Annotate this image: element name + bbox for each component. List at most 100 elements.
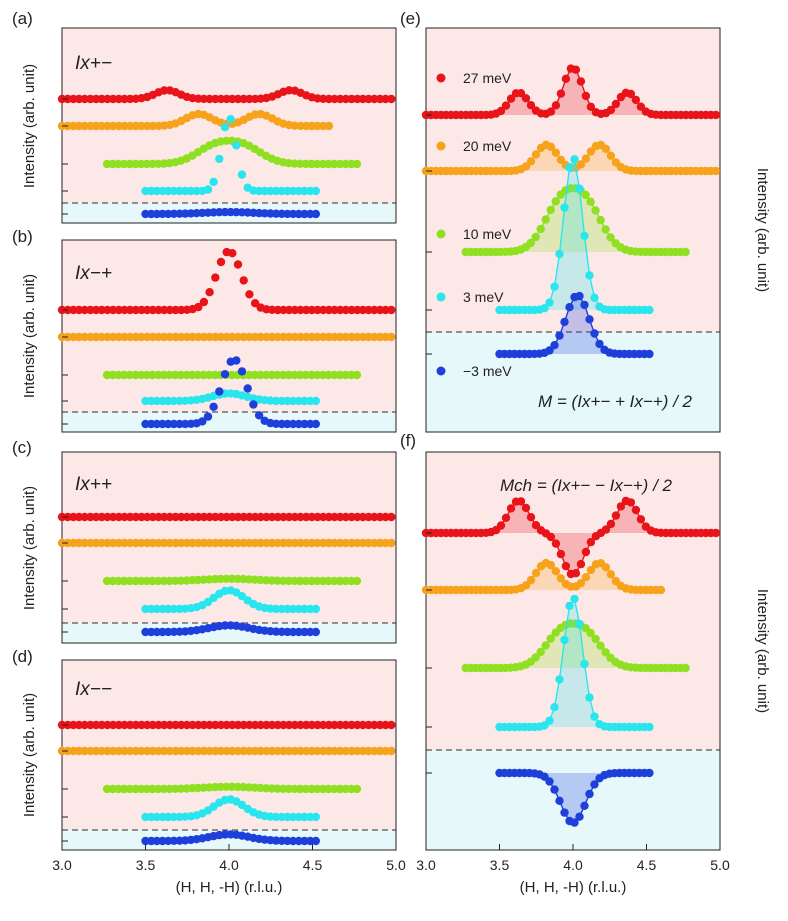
- point-e-10-14: [531, 232, 540, 242]
- point-b-27-26: [205, 288, 214, 297]
- point-b-neg3-14: [220, 370, 230, 379]
- point-e-neg3-11: [550, 341, 559, 350]
- point-f-20-27: [556, 574, 566, 583]
- point-e-3-11: [550, 282, 559, 291]
- x-axis-label-right: (H, H, -H) (r.l.u.): [520, 879, 627, 896]
- point-f-27-26: [551, 539, 561, 548]
- point-f-10-15: [536, 647, 545, 657]
- legend-label-27: 27 meV: [463, 70, 512, 86]
- area-fill-e-10: [465, 188, 686, 252]
- point-b-27-30: [228, 249, 237, 258]
- point-f-27-42: [631, 505, 641, 515]
- point-a-3-15: [226, 115, 235, 124]
- point-f-20-25: [546, 560, 556, 570]
- point-b-27-33: [245, 290, 254, 299]
- point-f-neg3-11: [550, 785, 559, 794]
- point-e-27-32: [581, 91, 591, 101]
- point-c-3-30: [311, 604, 320, 614]
- point-f-27-58: [711, 528, 721, 538]
- point-f-20-20: [521, 581, 531, 590]
- point-a-20-47: [324, 121, 334, 131]
- point-e-neg3-17: [580, 300, 589, 310]
- point-b-neg3-20: [254, 411, 264, 420]
- panel-b-ylabel: Intensity (arb. unit): [21, 274, 38, 398]
- panel-c-frame: [61, 451, 397, 644]
- x-tick-right-3: 4.5: [637, 857, 657, 873]
- panel-f-plot: [421, 496, 721, 827]
- panel-c-ylabel: Intensity (arb. unit): [21, 486, 38, 610]
- point-e-20-25: [546, 142, 556, 151]
- point-f-neg3-30: [645, 768, 654, 778]
- point-e-neg3-14: [565, 303, 574, 312]
- point-e-27-26: [551, 101, 561, 110]
- point-e-3-30: [645, 305, 654, 315]
- legend-marker-neg3: [436, 366, 446, 376]
- panel-b-ix-label: Ix−+: [75, 263, 112, 284]
- point-e-27-15: [496, 106, 506, 116]
- point-f-20-37: [606, 570, 616, 579]
- point-f-27-33: [586, 537, 596, 547]
- point-f-10-28: [601, 648, 610, 657]
- point-f-27-43: [636, 515, 646, 524]
- point-a-27-58: [387, 94, 396, 104]
- point-f-27-32: [581, 547, 591, 557]
- point-f-3-18: [585, 693, 594, 702]
- point-e-neg3-30: [645, 349, 654, 359]
- point-d-27-58: [387, 720, 396, 730]
- point-e-3-18: [585, 271, 594, 280]
- point-f-10-44: [681, 663, 690, 673]
- point-f-27-25: [546, 532, 556, 542]
- area-fill-f-10: [465, 623, 686, 668]
- point-f-27-39: [616, 502, 626, 511]
- point-e-neg3-16: [575, 291, 584, 301]
- panel-a-plot: [57, 86, 396, 219]
- point-f-3-16: [575, 619, 584, 629]
- x-tick-left-0: 3.0: [52, 857, 72, 873]
- point-f-3-30: [645, 722, 654, 732]
- point-b-27-24: [194, 302, 203, 312]
- point-f-neg3-13: [560, 808, 569, 817]
- point-b-neg3-18: [243, 384, 252, 393]
- point-e-27-21: [526, 101, 536, 110]
- point-e-20-58: [711, 166, 721, 176]
- point-f-3-10: [545, 716, 554, 725]
- panel-b-letter: (b): [12, 227, 33, 246]
- point-f-neg3-18: [585, 789, 594, 799]
- point-e-10-28: [601, 225, 610, 234]
- point-a-3-16: [232, 141, 241, 150]
- point-e-neg3-13: [560, 317, 569, 327]
- x-tick-right-4: 5.0: [710, 857, 730, 873]
- legend-marker-10: [436, 229, 446, 239]
- point-e-10-13: [526, 238, 535, 248]
- legend-label-10: 10 meV: [463, 226, 512, 242]
- point-e-10-16: [541, 215, 550, 224]
- point-f-3-15: [570, 594, 579, 604]
- point-f-10-26: [591, 634, 600, 644]
- legend-label-20: 20 meV: [463, 138, 512, 154]
- point-e-27-20: [521, 94, 531, 103]
- point-f-10-17: [546, 634, 555, 643]
- point-e-27-58: [711, 110, 721, 120]
- point-f-3-19: [590, 712, 599, 721]
- point-e-10-29: [606, 233, 615, 242]
- point-f-27-21: [526, 513, 536, 522]
- x-tick-right-0: 3.0: [416, 857, 436, 873]
- panel-c-ix-label: Ix++: [75, 474, 112, 495]
- point-a-3-30: [311, 186, 320, 196]
- point-f-3-13: [560, 635, 569, 645]
- panel-a-ix-label: Ix+−: [75, 53, 112, 74]
- point-f-27-28: [561, 561, 571, 571]
- area-fill-f-neg3: [499, 773, 650, 823]
- point-e-27-37: [606, 105, 616, 115]
- point-b-3-30: [311, 396, 320, 406]
- point-f-3-12: [555, 675, 564, 684]
- point-d-neg3-30: [311, 836, 320, 846]
- point-e-20-37: [606, 151, 616, 160]
- panel-f-ylabel: Intensity (arb. unit): [754, 589, 771, 713]
- point-e-20-33: [586, 147, 596, 156]
- point-e-3-12: [555, 249, 564, 259]
- point-f-27-20: [521, 503, 531, 513]
- point-f-neg3-15: [570, 818, 579, 827]
- point-e-20-22: [531, 150, 541, 159]
- point-a-3-17: [237, 170, 247, 179]
